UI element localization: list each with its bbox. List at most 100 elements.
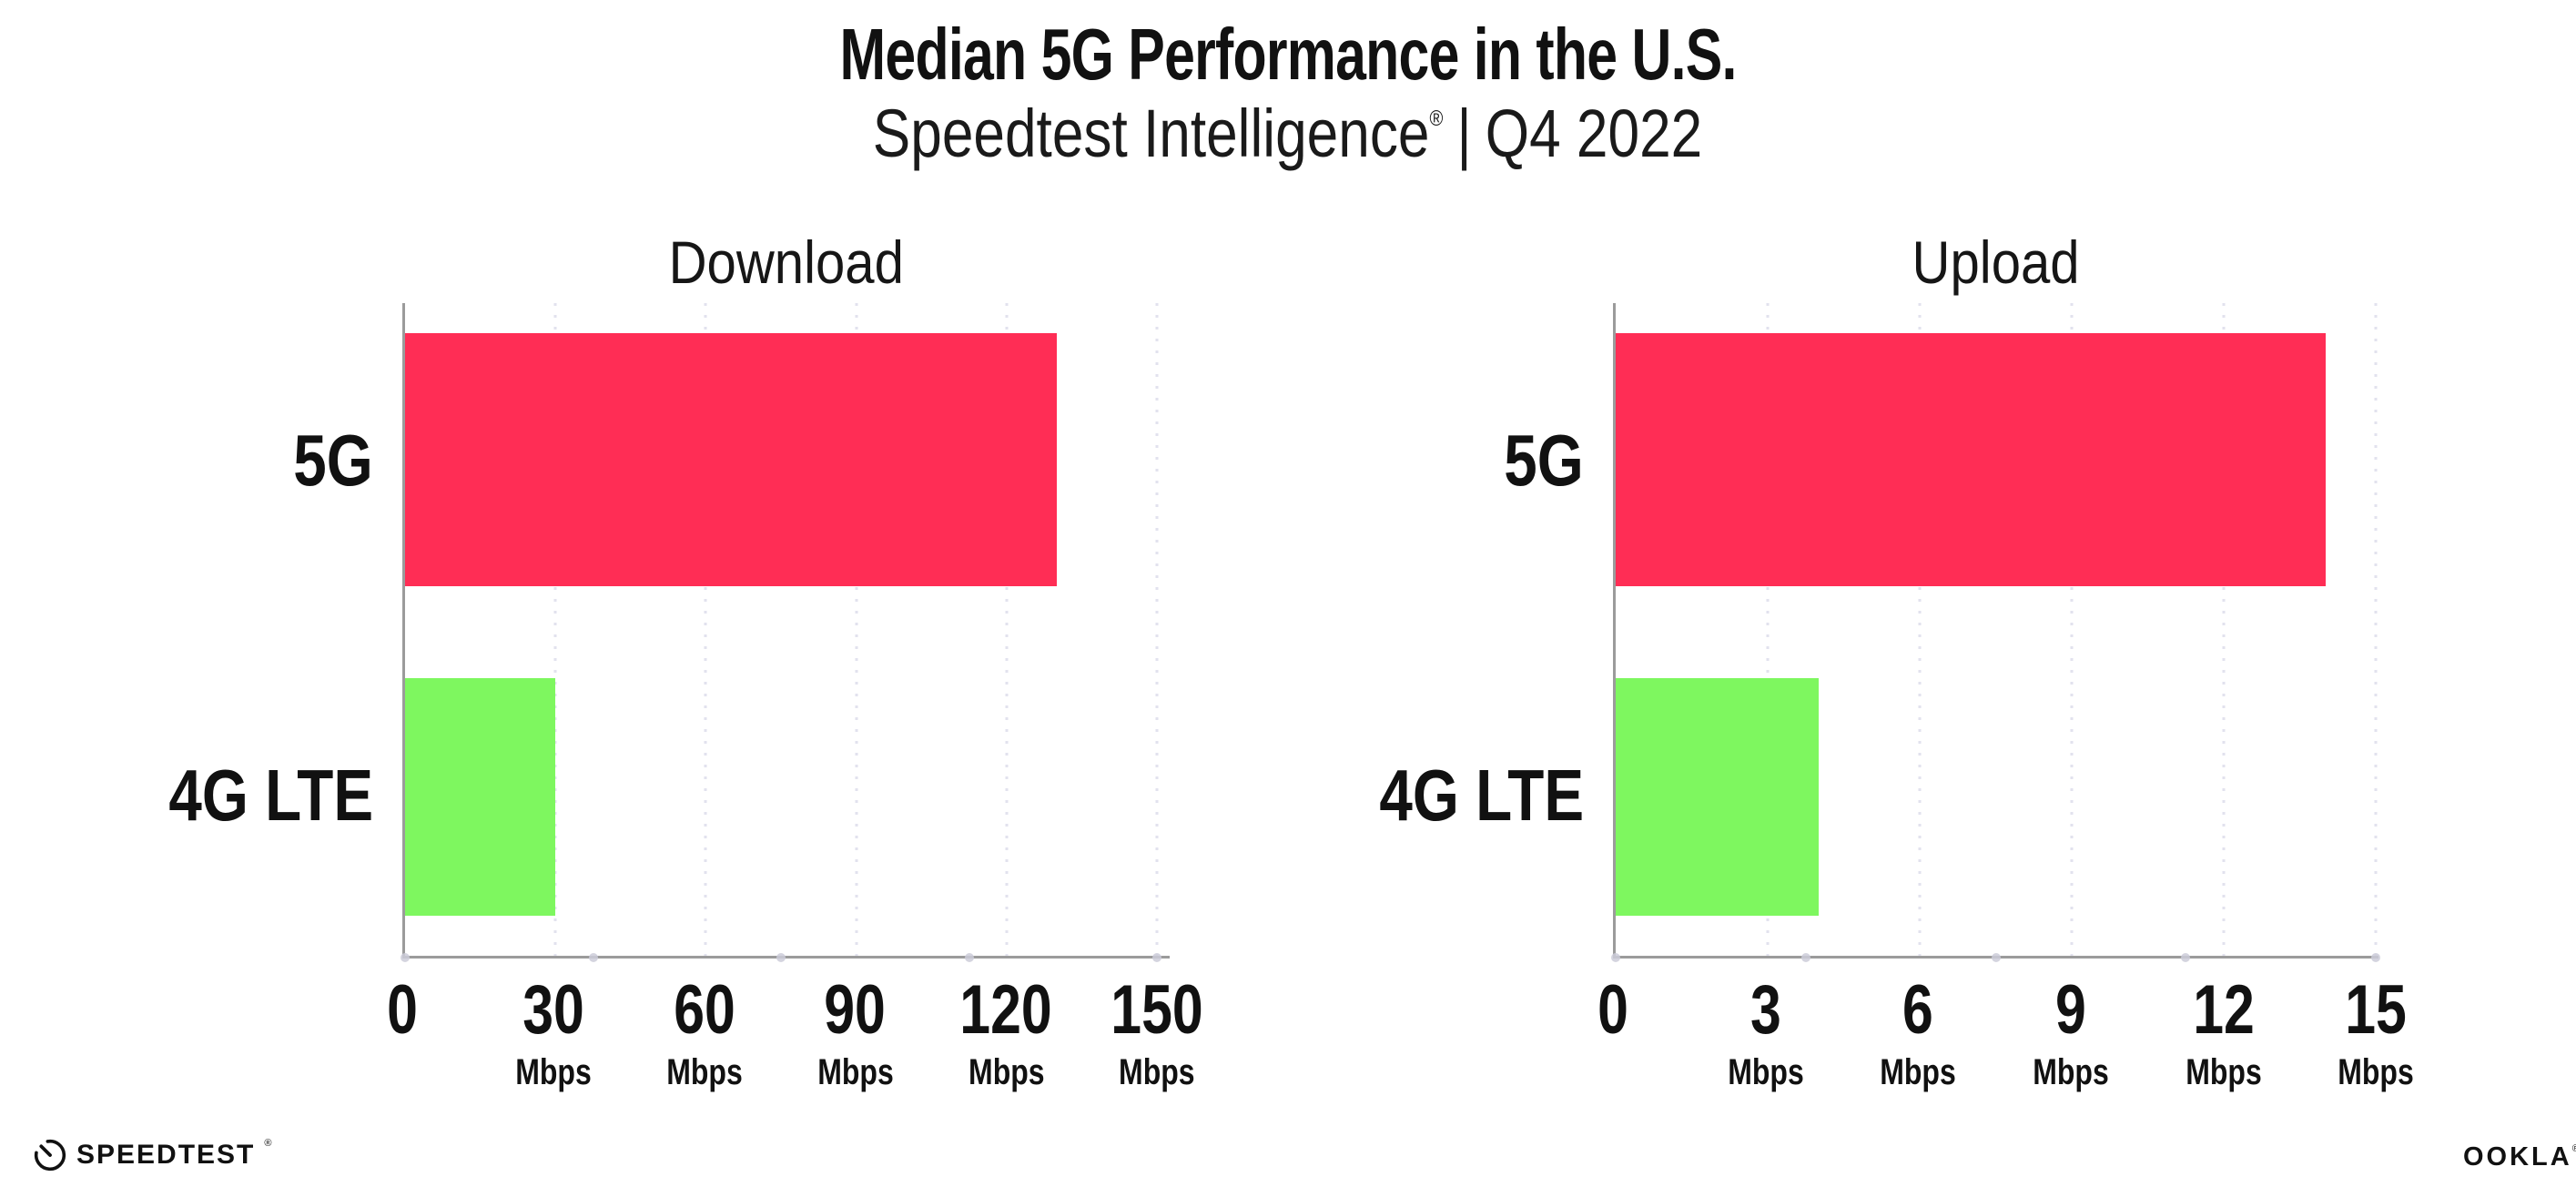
x-axis-tick: 9 Mbps bbox=[2023, 976, 2118, 1091]
x-axis-tick-value: 12 bbox=[2185, 976, 2262, 1045]
x-axis-tick-unit: Mbps bbox=[506, 1054, 601, 1090]
x-axis-tick: 0 bbox=[1594, 976, 1632, 1045]
x-axis-tick: 6 Mbps bbox=[1871, 976, 1965, 1091]
grid-line bbox=[1155, 303, 1159, 956]
speedtest-registered-mark: ® bbox=[264, 1138, 272, 1149]
x-axis-tick-unit-text: Mbps bbox=[816, 1052, 894, 1092]
grid-line bbox=[2374, 303, 2378, 956]
grid-line bbox=[704, 303, 707, 956]
x-axis-tick: 60 Mbps bbox=[656, 976, 751, 1091]
x-axis-tick-unit-text: Mbps bbox=[665, 1052, 743, 1092]
x-axis-tick-value-text: 6 bbox=[1902, 971, 1934, 1049]
x-axis-tick-value-text: 90 bbox=[824, 971, 887, 1049]
x-axis-tick-unit: Mbps bbox=[1871, 1054, 1965, 1090]
x-axis-tick-value: 150 bbox=[1100, 976, 1215, 1045]
download-x-axis-ticks: 0 30 Mbps 60 Mbps 90 Mbps 120 Mbps 150 Mbps bbox=[387, 976, 1203, 1103]
registered-mark: ® bbox=[1429, 107, 1444, 132]
bar-4g-lte bbox=[1616, 677, 1819, 916]
ookla-wordmark: OOKLA bbox=[2463, 1141, 2572, 1172]
axis-tick-dot bbox=[401, 953, 410, 962]
axis-tick-dot bbox=[1991, 953, 2001, 962]
grid-line bbox=[855, 303, 858, 956]
x-axis-tick-value: 90 bbox=[816, 976, 894, 1045]
x-axis-tick-value: 9 bbox=[2052, 976, 2090, 1045]
x-axis-tick-value-text: 12 bbox=[2192, 971, 2255, 1049]
bar-5g bbox=[405, 332, 1058, 587]
x-axis-tick-value-text: 9 bbox=[2055, 971, 2086, 1049]
x-axis-tick-value: 0 bbox=[1594, 976, 1632, 1045]
download-category-label-5g: 5G bbox=[293, 420, 373, 501]
ookla-logo: OOKLA ® bbox=[2463, 1141, 2576, 1172]
download-chart-title: Download bbox=[668, 228, 904, 296]
grid-line bbox=[1918, 303, 1922, 956]
upload-category-label-5g: 5G bbox=[1504, 420, 1584, 501]
x-axis-tick-value: 60 bbox=[665, 976, 743, 1045]
speedtest-wordmark: SPEEDTEST bbox=[76, 1140, 256, 1170]
x-axis-tick-unit: Mbps bbox=[807, 1054, 902, 1090]
page-subtitle: Speedtest Intelligence® | Q4 2022 bbox=[0, 95, 2576, 172]
x-axis-tick-value-text: 3 bbox=[1749, 971, 1781, 1049]
x-axis-tick: 12 Mbps bbox=[2175, 976, 2270, 1091]
x-axis-tick-unit: Mbps bbox=[1110, 1054, 1204, 1090]
grid-line bbox=[2222, 303, 2226, 956]
x-axis-tick-value-text: 0 bbox=[387, 971, 418, 1049]
page-subtitle-text: Speedtest Intelligence® | Q4 2022 bbox=[873, 95, 1702, 172]
x-axis-tick-value: 3 bbox=[1747, 976, 1785, 1045]
x-axis-tick: 3 Mbps bbox=[1718, 976, 1812, 1091]
subtitle-separator: | bbox=[1456, 96, 1473, 171]
x-axis-tick: 150 Mbps bbox=[1100, 976, 1215, 1091]
x-axis-tick-value: 6 bbox=[1899, 976, 1937, 1045]
grid-line bbox=[553, 303, 557, 956]
axis-tick-dot bbox=[776, 953, 786, 962]
ookla-registered-mark: ® bbox=[2571, 1143, 2576, 1154]
x-axis-tick-value-text: 150 bbox=[1111, 971, 1203, 1049]
x-axis-tick: 0 bbox=[383, 976, 421, 1045]
x-axis-tick-unit: Mbps bbox=[1718, 1054, 1812, 1090]
page-title-text: Median 5G Performance in the U.S. bbox=[839, 14, 1737, 95]
x-axis-tick-unit: Mbps bbox=[2328, 1054, 2423, 1090]
bar-4g-lte bbox=[405, 677, 556, 916]
axis-tick-dot bbox=[1611, 953, 1620, 962]
x-axis-tick-unit-text: Mbps bbox=[515, 1052, 592, 1092]
axis-tick-dot bbox=[964, 953, 974, 962]
bar-5g bbox=[1616, 332, 2326, 587]
download-category-label-4g-lte: 4G LTE bbox=[168, 755, 373, 836]
grid-line bbox=[1766, 303, 1770, 956]
x-axis-tick-unit-text: Mbps bbox=[1119, 1052, 1195, 1092]
x-axis-tick: 90 Mbps bbox=[807, 976, 902, 1091]
x-axis-tick-unit-text: Mbps bbox=[2033, 1052, 2109, 1092]
x-axis-tick-unit-text: Mbps bbox=[1727, 1052, 1804, 1092]
speedtest-gauge-icon bbox=[34, 1139, 66, 1172]
x-axis-tick-value: 15 bbox=[2338, 976, 2415, 1045]
axis-tick-dot bbox=[1800, 953, 1810, 962]
upload-plot-area bbox=[1611, 303, 2381, 962]
x-axis-tick-value-text: 15 bbox=[2345, 971, 2408, 1049]
x-axis-tick-unit: Mbps bbox=[958, 1054, 1053, 1090]
x-axis-tick-value-text: 60 bbox=[673, 971, 735, 1049]
x-axis-tick-unit: Mbps bbox=[2175, 1054, 2270, 1090]
grid-line bbox=[1005, 303, 1009, 956]
page-title: Median 5G Performance in the U.S. bbox=[0, 13, 2576, 96]
axis-tick-dot bbox=[2371, 953, 2381, 962]
speedtest-logo: SPEEDTEST ® bbox=[33, 1136, 271, 1174]
x-axis-tick-value-text: 0 bbox=[1597, 971, 1628, 1049]
x-axis-tick-unit: Mbps bbox=[2023, 1054, 2118, 1090]
axis-tick-dot bbox=[1152, 953, 1162, 962]
download-plot-area bbox=[401, 303, 1170, 962]
x-axis-tick-value: 0 bbox=[383, 976, 421, 1045]
axis-tick-dot bbox=[588, 953, 598, 962]
x-axis-tick-unit-text: Mbps bbox=[2338, 1052, 2414, 1092]
x-axis-tick-value: 30 bbox=[515, 976, 593, 1045]
x-axis-tick-unit: Mbps bbox=[656, 1054, 751, 1090]
upload-chart-title: Upload bbox=[1912, 228, 2080, 296]
x-axis-tick-value: 120 bbox=[948, 976, 1064, 1045]
upload-category-label-4g-lte: 4G LTE bbox=[1379, 755, 1584, 836]
x-axis-tick-unit-text: Mbps bbox=[968, 1052, 1045, 1092]
x-axis-tick-unit-text: Mbps bbox=[2185, 1052, 2262, 1092]
x-axis-tick-value-text: 120 bbox=[959, 971, 1053, 1049]
axis-tick-dot bbox=[2181, 953, 2191, 962]
x-axis-tick: 120 Mbps bbox=[948, 976, 1064, 1091]
subtitle-period: Q4 2022 bbox=[1486, 96, 1703, 171]
x-axis-tick-unit-text: Mbps bbox=[1880, 1052, 1957, 1092]
upload-x-axis-ticks: 0 3 Mbps 6 Mbps 9 Mbps 12 Mbps 15 Mbps bbox=[1597, 976, 2414, 1103]
